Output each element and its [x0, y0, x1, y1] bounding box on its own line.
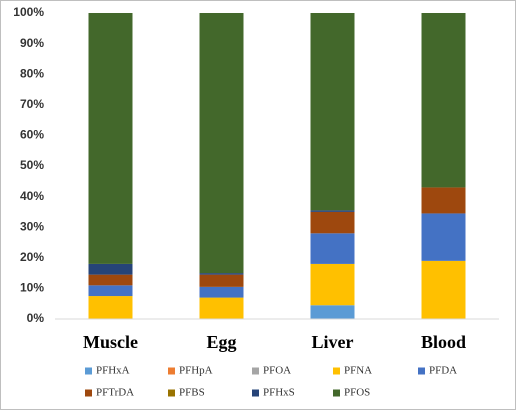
y-tick-label: 80%: [20, 66, 44, 80]
legend-swatch: [168, 367, 175, 375]
bar-segment: [199, 13, 244, 274]
y-tick-label: 20%: [20, 250, 44, 264]
legend-swatch: [418, 367, 425, 375]
x-tick-label: Blood: [421, 332, 466, 352]
bar-segment: [421, 260, 466, 319]
bar-segment: [421, 13, 466, 188]
y-tick-label: 40%: [20, 189, 44, 203]
bar-segment: [199, 274, 244, 287]
legend-label: PFBS: [179, 387, 205, 399]
bar-segment: [88, 274, 133, 286]
legend-label: PFOA: [263, 365, 291, 377]
x-tick-label: Liver: [312, 332, 354, 352]
bar-segment: [199, 273, 244, 275]
legend-swatch: [85, 367, 92, 375]
legend-swatch: [252, 367, 259, 375]
legend-swatch: [85, 389, 92, 397]
y-tick-label: 0%: [27, 311, 45, 325]
y-tick-label: 90%: [20, 36, 44, 50]
bar-segment: [88, 13, 133, 264]
legend-swatch: [252, 389, 259, 397]
y-tick-label: 10%: [20, 281, 44, 295]
y-tick-label: 70%: [20, 97, 44, 111]
x-tick-label: Egg: [206, 332, 236, 352]
bar-segment: [88, 296, 133, 319]
bar-segment: [310, 13, 355, 211]
legend-label: PFHxA: [96, 365, 130, 377]
bar-segment: [310, 305, 355, 319]
bar-segment: [421, 187, 466, 214]
bar-segment: [310, 211, 355, 234]
bar-segment: [88, 263, 133, 275]
x-tick-label: Muscle: [83, 332, 138, 352]
bar-segment: [310, 233, 355, 264]
bar-segment: [310, 210, 355, 212]
legend-swatch: [168, 389, 175, 397]
bar-segment: [310, 263, 355, 306]
bar-segment: [199, 297, 244, 319]
legend-label: PFNA: [344, 365, 372, 377]
y-tick-label: 60%: [20, 128, 44, 142]
legend-label: PFHpA: [179, 365, 213, 377]
bar-segment: [421, 213, 466, 261]
legend-label: PFOS: [344, 387, 370, 399]
y-tick-label: 100%: [13, 5, 44, 19]
legend-swatch: [333, 367, 340, 375]
legend-label: PFDA: [429, 365, 457, 377]
y-tick-label: 50%: [20, 158, 44, 172]
legend-label: PFHxS: [263, 387, 295, 399]
legend-swatch: [333, 389, 340, 397]
y-tick-label: 30%: [20, 219, 44, 233]
legend-label: PFTrDA: [96, 387, 134, 399]
bar-segment: [88, 285, 133, 297]
bar-segment: [199, 286, 244, 298]
